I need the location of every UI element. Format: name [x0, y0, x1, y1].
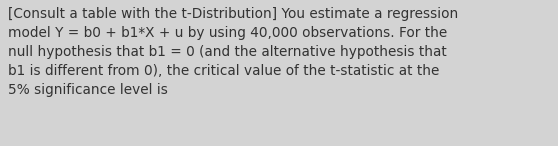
Text: [Consult a table with the t-Distribution] You estimate a regression
model Y = b0: [Consult a table with the t-Distribution… — [8, 7, 459, 97]
